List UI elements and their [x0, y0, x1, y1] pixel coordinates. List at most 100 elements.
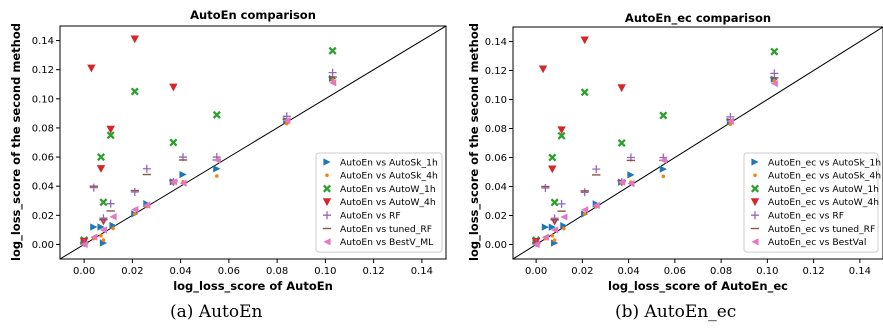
legend-label-1: AutoEn vs AutoSk_1h: [340, 157, 438, 168]
point-s7-10: [283, 117, 291, 125]
x-tick-label: 0.06: [664, 266, 686, 277]
point-s1-5: [560, 222, 568, 230]
x-tick-label: 0.00: [525, 266, 547, 277]
point-s2-6: [582, 212, 587, 216]
point-s2-5: [562, 226, 566, 231]
legend-marker-1: [751, 158, 759, 166]
point-s7-7: [169, 178, 177, 186]
point-s7-11: [329, 79, 337, 87]
legend-box: [315, 152, 443, 253]
legend-label-4: AutoEn_ec vs AutoW_4h: [768, 197, 879, 208]
point-s5-5: [580, 188, 589, 197]
point-s4-7: [617, 84, 626, 93]
legend-label-7: AutoEn_ec vs BestVal: [768, 237, 866, 248]
point-s3-7: [212, 110, 221, 119]
legend-box: [743, 152, 879, 253]
y-tick-label: 0.10: [485, 95, 507, 106]
point-s1-5: [109, 221, 117, 230]
point-s7-7: [618, 178, 626, 186]
point-s5-4: [106, 199, 115, 208]
point-s7-8: [627, 180, 635, 188]
legend-marker-3: [322, 184, 332, 193]
point-s5-2: [541, 183, 550, 192]
chart-title: AutoEn comparison: [190, 8, 316, 22]
legend-label-3: AutoEn vs AutoW_1h: [340, 184, 436, 195]
point-s2-5: [111, 226, 115, 231]
x-tick-label: 0.10: [756, 266, 778, 277]
point-s1-4: [551, 239, 559, 247]
plot-frame: [59, 25, 447, 260]
point-s7-4: [560, 213, 568, 221]
point-s5-11: [328, 68, 337, 77]
y-tick-label: 0.02: [485, 211, 507, 222]
point-s3-2: [96, 153, 106, 162]
data-points: [79, 35, 337, 249]
point-s2-4: [101, 238, 106, 242]
y-tick-label: 0.04: [485, 182, 507, 193]
chart-panel-1: AutoEn comparison 0.00 0.02 0.04 0.06 0.08 0.1…: [9, 8, 447, 294]
point-s1-10: [659, 165, 667, 173]
legend-label-5: AutoEn vs RF: [340, 211, 401, 222]
point-s7-4: [109, 213, 117, 221]
point-s7-10: [726, 117, 734, 125]
legend-label-7: AutoEn vs BestV_ML: [340, 237, 434, 248]
point-s1-3: [97, 223, 105, 231]
point-s4-2: [538, 65, 548, 74]
point-s7-2: [541, 233, 549, 241]
plot-frame: [512, 26, 883, 260]
x-tick-label: 0.14: [411, 266, 433, 277]
y-tick-label: 0.14: [485, 37, 507, 48]
legend-marker-2: [753, 173, 757, 178]
point-s1-2: [90, 223, 98, 231]
point-s4-3: [548, 165, 557, 174]
y-tick-label: 0.04: [32, 182, 54, 193]
point-s5-6: [142, 164, 151, 173]
point-s7-3: [99, 226, 108, 234]
point-s4-6: [130, 35, 139, 44]
point-s7-3: [551, 226, 559, 234]
x-tick-label: 0.02: [121, 266, 143, 277]
point-s2-10: [215, 174, 219, 178]
point-s3-7: [659, 111, 668, 120]
y-tick-label: 0.14: [32, 36, 54, 47]
diagonal-line: [513, 27, 883, 259]
point-s5-3: [99, 214, 108, 223]
y-tick-label: 0.10: [32, 94, 54, 105]
point-s3-2: [548, 153, 557, 162]
point-s3-6: [617, 138, 626, 148]
legend-label-6: AutoEn vs tuned_RF: [340, 224, 432, 235]
legend-label-6: AutoEn_ec vs tuned_RF: [768, 224, 875, 235]
y-tick-label: 0.12: [32, 65, 54, 76]
y-tick-label: 0.06: [32, 153, 54, 164]
y-tick-label: 0.02: [32, 211, 54, 222]
point-s1-9: [179, 170, 187, 179]
y-tick-label: 0.12: [485, 66, 507, 77]
legend-marker-2: [325, 173, 329, 178]
x-axis-label: log_loss_score of AutoEn_ec: [608, 279, 788, 294]
point-s7-2: [90, 233, 98, 241]
point-s2-3: [550, 234, 555, 238]
point-s4-5: [557, 126, 566, 135]
y-axis-label: log_loss_score of the second method: [467, 23, 482, 261]
x-axis-label: log_loss_score of AutoEn: [173, 279, 333, 294]
legend-label-5: AutoEn_ec vs RF: [768, 211, 844, 222]
point-s1-9: [627, 171, 635, 179]
point-s1-4: [99, 239, 108, 247]
x-tick-label: 0.06: [218, 266, 240, 277]
x-tick-label: 0.08: [266, 266, 288, 277]
point-s2-6: [132, 212, 137, 216]
legend-marker-7: [751, 238, 759, 246]
point-s3-8: [770, 47, 779, 56]
point-s7-6: [592, 201, 600, 209]
point-s2-4: [552, 238, 557, 242]
point-s7-1: [80, 240, 88, 249]
x-tick-label: 0.12: [802, 266, 824, 277]
legend: AutoEn_ec vs AutoSk_1h AutoEn_ec vs AutoS…: [743, 152, 881, 253]
y-tick-label: 0.08: [485, 124, 507, 135]
point-s7-11: [770, 79, 778, 88]
y-tick-label: 0.06: [485, 153, 507, 164]
legend-label-1: AutoEn_ec vs AutoSk_1h: [768, 157, 881, 168]
diagonal-line: [60, 26, 446, 259]
point-s5-4: [557, 199, 566, 208]
point-s5-2: [89, 183, 98, 192]
